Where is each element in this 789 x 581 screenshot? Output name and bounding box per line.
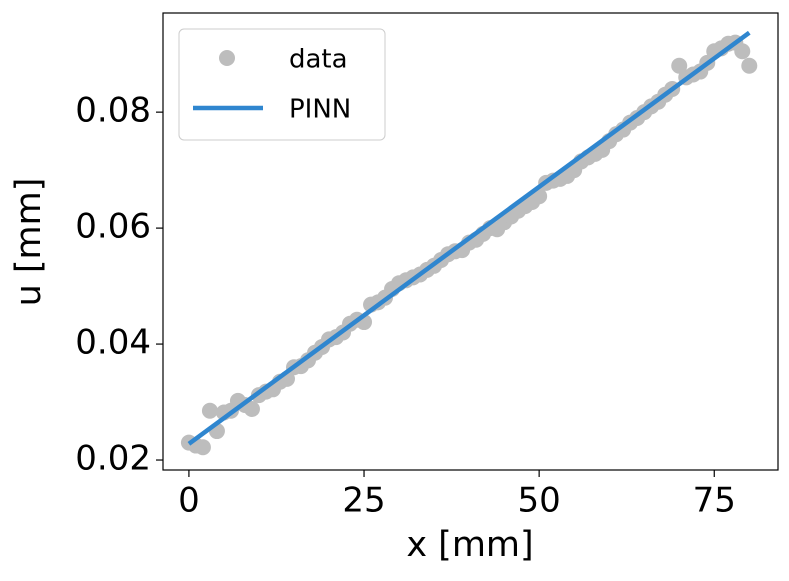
legend-label: PINN (289, 95, 351, 125)
y-tick-label: 0.06 (75, 207, 151, 247)
x-tick-label: 75 (693, 481, 736, 521)
y-axis-label: u [mm] (9, 178, 49, 307)
y-tick-label: 0.02 (75, 439, 151, 479)
data-line (187, 30, 751, 446)
data-point (201, 402, 218, 419)
x-tick-label: 0 (178, 481, 200, 521)
data-point (243, 401, 260, 418)
data-point (194, 439, 211, 456)
x-tick-label: 25 (342, 481, 385, 521)
legend-marker (219, 50, 235, 66)
plot-area (180, 30, 758, 456)
y-tick-label: 0.08 (75, 91, 151, 131)
data-point (734, 43, 751, 60)
legend-label: data (289, 45, 348, 75)
data-point (741, 57, 758, 74)
legend-box (178, 28, 386, 141)
y-tick-label: 0.04 (75, 323, 151, 363)
x-axis-label: x [mm] (406, 525, 533, 565)
x-tick-label: 50 (518, 481, 561, 521)
data-point (671, 57, 688, 74)
plot-frame (162, 12, 779, 471)
